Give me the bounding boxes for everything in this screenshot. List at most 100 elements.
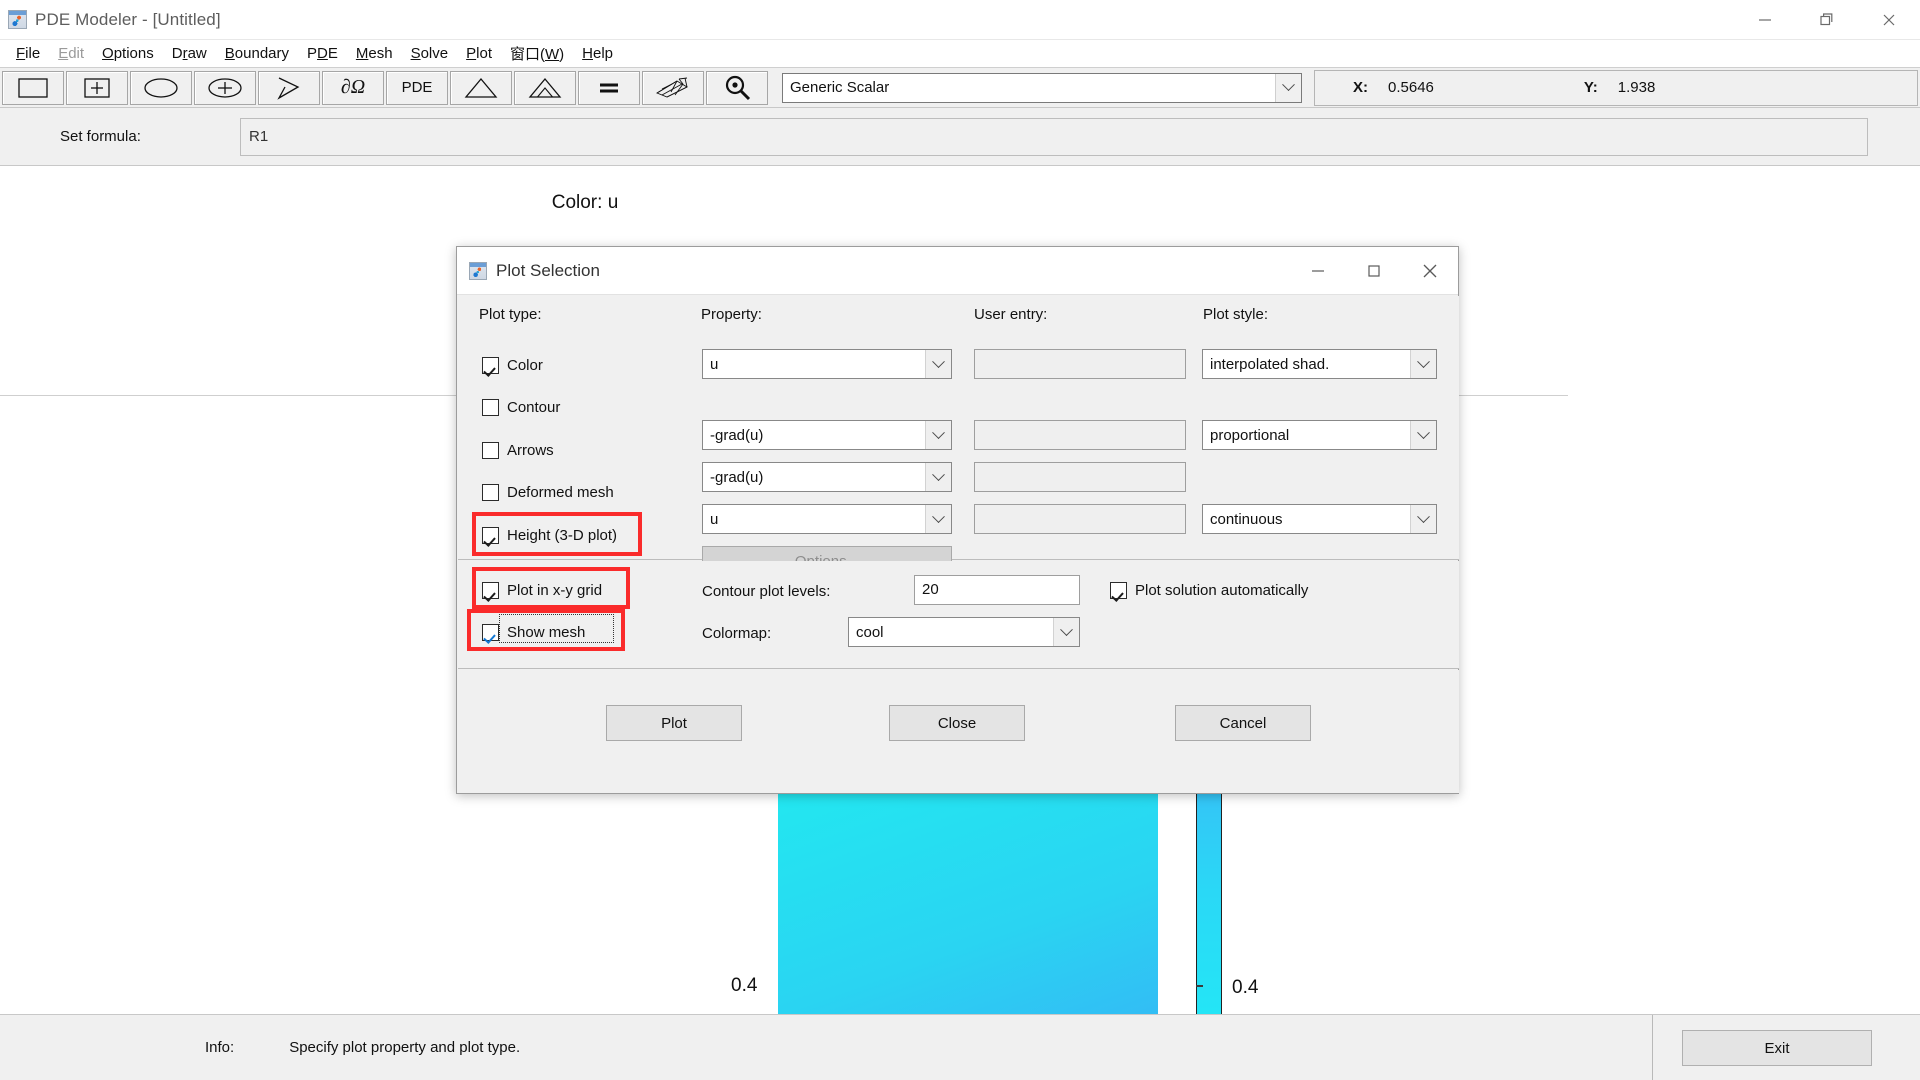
plot-solution-icon[interactable] [642, 70, 704, 105]
checkbox-contour[interactable]: Contour [482, 396, 560, 418]
chevron-down-icon[interactable] [1410, 350, 1436, 378]
initialize-mesh-icon[interactable] [450, 70, 512, 105]
colormap-select[interactable]: cool [848, 617, 1080, 647]
chevron-down-icon[interactable] [925, 421, 951, 449]
set-formula-bar: Set formula: R1 [0, 108, 1920, 166]
column-header-property: Property: [701, 306, 762, 323]
exit-button-label: Exit [1764, 1039, 1790, 1057]
window-titlebar: PDE Modeler - [Untitled] [0, 0, 1920, 40]
dialog-window-controls [1290, 247, 1458, 295]
checkbox-contour-label: Contour [507, 398, 561, 416]
x-coordinate-label: X: [1353, 79, 1368, 96]
plot-selection-dialog: Plot Selection Plot type: Property: User… [456, 246, 1459, 794]
checkbox-deformed-mesh-box[interactable] [482, 483, 499, 501]
style-select-arrows[interactable]: proportional [1202, 420, 1437, 450]
plot-button-label: Plot [661, 714, 687, 732]
info-label: Info: [205, 1039, 235, 1056]
close-icon[interactable] [1858, 0, 1920, 40]
checkbox-plot-solution-automatically-box[interactable] [1110, 581, 1127, 599]
checkbox-show-mesh[interactable]: Show mesh [482, 621, 585, 643]
menu-mesh[interactable]: Mesh [355, 45, 393, 62]
rectangle-centered-icon[interactable] [66, 70, 128, 105]
property-value-arrows: -grad(u) [710, 426, 764, 444]
property-select-color[interactable]: u [702, 349, 952, 379]
chevron-down-icon[interactable] [1275, 73, 1301, 102]
style-select-color[interactable]: interpolated shad. [1202, 349, 1437, 379]
checkbox-plot-solution-automatically[interactable]: Plot solution automatically [1110, 579, 1308, 601]
solve-pde-icon[interactable] [578, 70, 640, 105]
checkbox-show-mesh-box[interactable] [482, 623, 499, 641]
chevron-down-icon[interactable] [1410, 421, 1436, 449]
ellipse-centered-icon[interactable] [194, 70, 256, 105]
y-coordinate-value: 1.938 [1617, 79, 1656, 96]
coordinate-display: X: 0.5646 Y: 1.938 [1314, 69, 1918, 106]
checkbox-deformed-mesh[interactable]: Deformed mesh [482, 481, 614, 503]
style-select-height-3d[interactable]: continuous [1202, 504, 1437, 534]
statusbar-divider [1652, 1015, 1653, 1080]
menu-options[interactable]: Options [102, 45, 154, 62]
polygon-icon[interactable] [258, 70, 320, 105]
menu-file[interactable]: File [16, 45, 41, 62]
info-text: Specify plot property and plot type. [289, 1039, 521, 1056]
checkbox-arrows-box[interactable] [482, 441, 499, 459]
checkbox-plot-in-xy-grid-box[interactable] [482, 581, 499, 599]
menu-solve[interactable]: Solve [410, 45, 449, 62]
minimize-icon[interactable] [1290, 247, 1346, 295]
restore-icon[interactable] [1796, 0, 1858, 40]
checkbox-plot-in-xy-grid[interactable]: Plot in x-y grid [482, 579, 602, 601]
property-select-arrows[interactable]: -grad(u) [702, 420, 952, 450]
checkbox-height-3d[interactable]: Height (3-D plot) [482, 524, 617, 546]
checkbox-contour-box[interactable] [482, 398, 499, 416]
menu-help[interactable]: Help [582, 45, 614, 62]
plot-options-panel: Plot in x-y grid Show mesh Contour plot … [458, 561, 1459, 669]
user-entry-arrows[interactable] [974, 420, 1186, 450]
checkbox-plot-in-xy-grid-label: Plot in x-y grid [507, 581, 603, 599]
user-entry-deformed-mesh[interactable] [974, 462, 1186, 492]
window-controls [1734, 0, 1920, 40]
set-formula-label: Set formula: [60, 128, 141, 145]
boundary-mode-icon[interactable]: ∂Ω [322, 70, 384, 105]
colorbar-tick-0.4: 0.4 [1232, 977, 1259, 998]
user-entry-height-3d[interactable] [974, 504, 1186, 534]
property-select-height-3d[interactable]: u [702, 504, 952, 534]
toolbar: ∂Ω PDE [0, 68, 1920, 108]
checkbox-arrows[interactable]: Arrows [482, 439, 554, 461]
set-formula-value: R1 [249, 128, 269, 145]
maximize-icon[interactable] [1346, 247, 1402, 295]
close-icon[interactable] [1402, 247, 1458, 295]
menu-plot[interactable]: Plot [466, 45, 492, 62]
user-entry-color[interactable] [974, 349, 1186, 379]
menu-edit[interactable]: Edit [58, 45, 85, 62]
pde-mode-icon[interactable]: PDE [386, 70, 448, 105]
statusbar: Info: Specify plot property and plot typ… [0, 1014, 1920, 1080]
cancel-button-label: Cancel [1219, 714, 1267, 732]
checkbox-color-box[interactable] [482, 356, 499, 374]
zoom-icon[interactable] [706, 70, 768, 105]
rectangle-icon[interactable] [2, 70, 64, 105]
menu-pde[interactable]: PDE [307, 45, 338, 62]
application-mode-select[interactable]: Generic Scalar [782, 72, 1302, 103]
close-button[interactable]: Close [889, 705, 1025, 741]
cancel-button[interactable]: Cancel [1175, 705, 1311, 741]
plot-button[interactable]: Plot [606, 705, 742, 741]
minimize-icon[interactable] [1734, 0, 1796, 40]
menu-boundary[interactable]: Boundary [224, 45, 290, 62]
ellipse-icon[interactable] [130, 70, 192, 105]
checkbox-color[interactable]: Color [482, 354, 543, 376]
exit-button[interactable]: Exit [1682, 1030, 1872, 1066]
chevron-down-icon[interactable] [1410, 505, 1436, 533]
contour-levels-input[interactable]: 20 [914, 575, 1080, 605]
property-value-deformed-mesh: -grad(u) [710, 468, 764, 486]
property-select-deformed-mesh[interactable]: -grad(u) [702, 462, 952, 492]
menu-window[interactable]: 窗口(W) [509, 46, 565, 63]
set-formula-input[interactable]: R1 [240, 117, 1868, 156]
column-header-plot-style: Plot style: [1203, 306, 1269, 323]
menu-draw[interactable]: Draw [171, 45, 207, 62]
chevron-down-icon[interactable] [925, 505, 951, 533]
chevron-down-icon[interactable] [925, 350, 951, 378]
checkbox-height-3d-box[interactable] [482, 526, 499, 544]
matlab-logo-icon [469, 261, 487, 280]
chevron-down-icon[interactable] [1053, 618, 1079, 646]
chevron-down-icon[interactable] [925, 463, 951, 491]
refine-mesh-icon[interactable] [514, 70, 576, 105]
